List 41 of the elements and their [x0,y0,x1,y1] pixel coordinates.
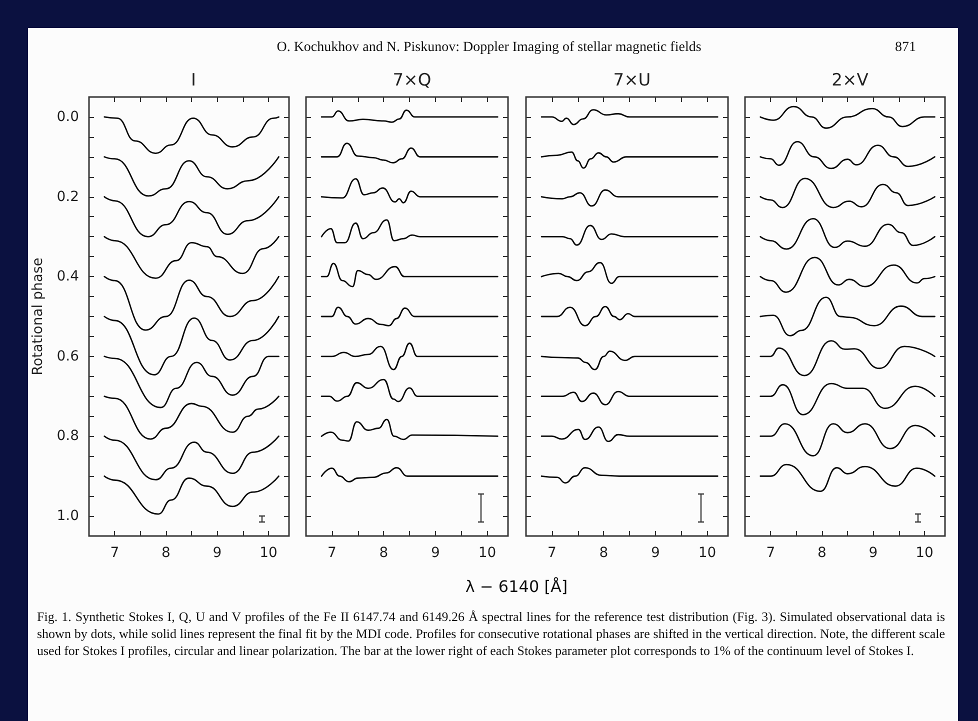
line-series [104,156,280,197]
chart-title: 7×U [613,70,651,90]
y-axis-title: Rotational phase [30,258,46,376]
y-tick-label: 0.8 [56,428,79,444]
line-series [104,236,280,279]
x-tick-label: 10 [478,545,496,561]
x-tick-label: 10 [916,545,934,561]
x-tick-label: 8 [817,545,826,561]
chart-title: 2×V [832,70,869,90]
x-tick-label: 8 [599,545,608,561]
line-series [104,116,280,154]
y-tick-label: 0.2 [56,188,79,205]
caption: Fig. 1. Synthetic Stokes I, Q, U and V profiles of the Fe II 6147.74 and 6149.26 Å spectral lines for the reference test distribution (Fig. 3). Simulated observational data is shown by dots, while solid lines represent the final fit by the MDI code. Profiles for consecutive rotational phases are shifted in the vertical direction. Note, the different scale used for Stokes I profiles, circular and linear polarization. The bar at the lower right of each Stokes parameter plot corresponds to 1% of the continuum level of Stokes I. [37,608,945,659]
x-tick-label: 7 [327,545,336,561]
y-tick-label: 0.4 [56,268,80,285]
x-axis-title: λ − 6140 [Å] [464,577,569,596]
x-tick-label: 9 [651,545,660,561]
x-tick-label: 8 [161,545,170,561]
y-tick-label: 0.0 [56,108,79,125]
x-tick-label: 9 [868,545,878,561]
line-series [104,475,280,515]
x-tick-label: 9 [212,545,222,561]
line-series [104,436,280,480]
line-series [104,196,280,238]
line-series [104,356,280,408]
line-series [104,316,280,376]
x-tick-label: 10 [260,545,278,561]
chart-title: 7×Q [392,70,432,90]
x-tick-label: 9 [431,545,440,561]
line-series [104,396,280,440]
x-tick-label: 10 [698,545,716,561]
text: 871 [895,40,916,56]
x-tick-label: 8 [379,545,388,561]
line-series [104,276,280,331]
y-tick-label: 1.0 [56,508,79,524]
x-tick-label: 7 [766,545,776,561]
text: O. Kochukhov and N. Piskunov: Doppler Imaging of stellar magnetic fields [276,40,702,55]
x-tick-label: 7 [110,545,120,561]
x-tick-label: 7 [547,545,556,561]
y-tick-label: 0.6 [56,348,80,364]
chart-title: I [190,70,196,90]
